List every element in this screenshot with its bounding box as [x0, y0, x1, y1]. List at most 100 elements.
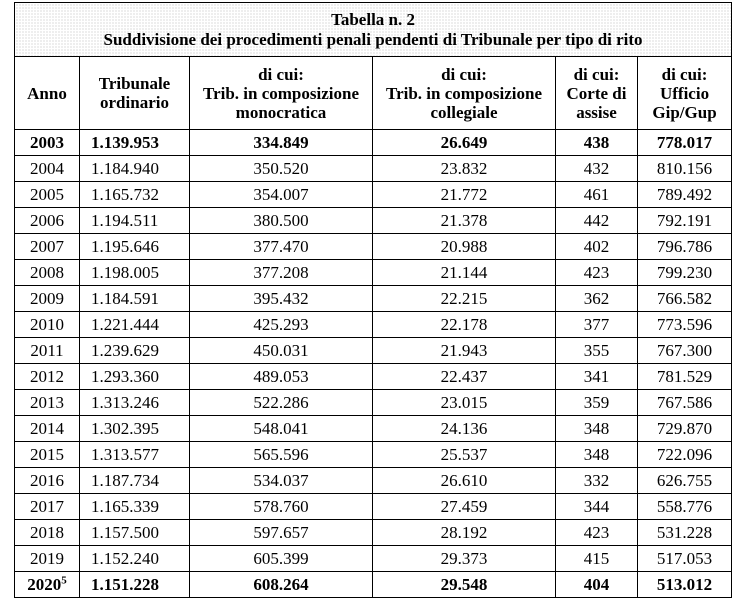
cell-corte-assise: 461 — [555, 181, 638, 208]
cell-monocratica: 425.293 — [189, 311, 373, 338]
footnote-marker: 5 — [61, 574, 67, 587]
cell-corte-assise: 348 — [555, 415, 638, 442]
cell-anno: 2003 — [14, 129, 80, 156]
table-row: 2010 1.221.444 425.293 22.178 377 773.596 — [14, 311, 733, 338]
anno-value: 2020 — [27, 575, 62, 594]
anno-value: 2019 — [30, 549, 64, 568]
table-row: 2015 1.313.577 565.596 25.537 348 722.096 — [14, 441, 733, 468]
cell-collegiale: 21.772 — [372, 181, 556, 208]
header-line: Gip/Gup — [652, 102, 717, 122]
cell-collegiale: 23.015 — [372, 389, 556, 416]
cell-gip-gup: 792.191 — [636, 207, 733, 234]
cell-collegiale: 26.649 — [372, 129, 556, 156]
header-line: di cui: — [441, 64, 487, 84]
header-collegiale: di cui: Trib. in composizione collegiale — [372, 56, 556, 130]
cell-anno: 2005 — [14, 181, 80, 208]
cell-monocratica: 605.399 — [189, 545, 373, 572]
cell-corte-assise: 438 — [555, 129, 638, 156]
cell-tribunale-ordinario: 1.151.228 — [79, 571, 190, 598]
cell-corte-assise: 402 — [555, 233, 638, 260]
cell-anno: 2015 — [14, 441, 80, 468]
cell-anno: 2014 — [14, 415, 80, 442]
cell-anno: 20205 — [14, 571, 80, 598]
header-monocratica: di cui: Trib. in composizione monocratica — [189, 56, 373, 130]
cell-tribunale-ordinario: 1.165.339 — [79, 493, 190, 520]
cell-collegiale: 25.537 — [372, 441, 556, 468]
cell-anno: 2016 — [14, 467, 80, 494]
cell-monocratica: 450.031 — [189, 337, 373, 364]
cell-corte-assise: 423 — [555, 259, 638, 286]
anno-value: 2015 — [30, 445, 64, 464]
cell-monocratica: 395.432 — [189, 285, 373, 312]
cell-corte-assise: 442 — [555, 207, 638, 234]
cell-tribunale-ordinario: 1.165.732 — [79, 181, 190, 208]
table-row: 20205 1.151.228 608.264 29.548 404 513.012 — [14, 571, 733, 598]
cell-monocratica: 354.007 — [189, 181, 373, 208]
cell-anno: 2009 — [14, 285, 80, 312]
cell-monocratica: 522.286 — [189, 389, 373, 416]
data-table-container: Tabella n. 2 Suddivisione dei procedimen… — [13, 2, 733, 598]
cell-monocratica: 534.037 — [189, 467, 373, 494]
cell-gip-gup: 799.230 — [636, 259, 733, 286]
cell-collegiale: 22.178 — [372, 311, 556, 338]
cell-anno: 2010 — [14, 311, 80, 338]
header-line: di cui: — [573, 64, 620, 84]
header-line: ordinario — [100, 93, 169, 112]
cell-monocratica: 578.760 — [189, 493, 373, 520]
header-corte-assise: di cui: Corte di assise — [555, 56, 638, 130]
cell-tribunale-ordinario: 1.293.360 — [79, 363, 190, 390]
cell-corte-assise: 415 — [555, 545, 638, 572]
header-gip-gup: di cui: Ufficio Gip/Gup — [636, 56, 733, 130]
table-row: 2016 1.187.734 534.037 26.610 332 626.755 — [14, 467, 733, 494]
anno-value: 2006 — [30, 211, 64, 230]
anno-value: 2014 — [30, 419, 64, 438]
table-row: 2005 1.165.732 354.007 21.772 461 789.492 — [14, 181, 733, 208]
header-line: Anno — [27, 83, 67, 103]
cell-gip-gup: 796.786 — [636, 233, 733, 260]
cell-tribunale-ordinario: 1.302.395 — [79, 415, 190, 442]
cell-anno: 2017 — [14, 493, 80, 520]
table-row: 2006 1.194.511 380.500 21.378 442 792.191 — [14, 207, 733, 234]
cell-tribunale-ordinario: 1.313.577 — [79, 441, 190, 468]
cell-tribunale-ordinario: 1.194.511 — [79, 207, 190, 234]
header-line: di cui: — [258, 64, 304, 84]
cell-collegiale: 23.832 — [372, 155, 556, 182]
cell-corte-assise: 432 — [555, 155, 638, 182]
cell-corte-assise: 359 — [555, 389, 638, 416]
table-row: 2008 1.198.005 377.208 21.144 423 799.230 — [14, 259, 733, 286]
cell-collegiale: 29.373 — [372, 545, 556, 572]
cell-gip-gup: 789.492 — [636, 181, 733, 208]
cell-corte-assise: 404 — [555, 571, 638, 598]
cell-monocratica: 597.657 — [189, 519, 373, 546]
cell-collegiale: 22.437 — [372, 363, 556, 390]
cell-tribunale-ordinario: 1.184.591 — [79, 285, 190, 312]
table-row: 2003 1.139.953 334.849 26.649 438 778.017 — [14, 129, 733, 156]
cell-corte-assise: 344 — [555, 493, 638, 520]
cell-gip-gup: 810.156 — [636, 155, 733, 182]
cell-tribunale-ordinario: 1.184.940 — [79, 155, 190, 182]
procedimenti-table: Tabella n. 2 Suddivisione dei procedimen… — [13, 2, 733, 598]
cell-tribunale-ordinario: 1.195.646 — [79, 233, 190, 260]
table-row: 2017 1.165.339 578.760 27.459 344 558.776 — [14, 493, 733, 520]
cell-monocratica: 565.596 — [189, 441, 373, 468]
cell-gip-gup: 558.776 — [636, 493, 733, 520]
cell-gip-gup: 781.529 — [636, 363, 733, 390]
cell-gip-gup: 626.755 — [636, 467, 733, 494]
header-row: Anno Tribunale ordinario di cui: Trib. in co… — [14, 56, 733, 130]
header-line: assise — [576, 102, 617, 122]
table-caption: Tabella n. 2 Suddivisione dei procedimen… — [13, 2, 733, 57]
table-subtitle: Suddivisione dei procedimenti penali pen… — [103, 29, 643, 49]
cell-tribunale-ordinario: 1.187.734 — [79, 467, 190, 494]
anno-value: 2009 — [30, 289, 64, 308]
cell-gip-gup: 773.596 — [636, 311, 733, 338]
table-row: 2007 1.195.646 377.470 20.988 402 796.786 — [14, 233, 733, 260]
cell-tribunale-ordinario: 1.139.953 — [79, 129, 190, 156]
anno-value: 2005 — [30, 185, 64, 204]
table-row: 2013 1.313.246 522.286 23.015 359 767.586 — [14, 389, 733, 416]
anno-value: 2018 — [30, 523, 64, 542]
cell-anno: 2013 — [14, 389, 80, 416]
cell-tribunale-ordinario: 1.157.500 — [79, 519, 190, 546]
cell-monocratica: 334.849 — [189, 129, 373, 156]
cell-collegiale: 24.136 — [372, 415, 556, 442]
anno-value: 2011 — [30, 341, 64, 360]
